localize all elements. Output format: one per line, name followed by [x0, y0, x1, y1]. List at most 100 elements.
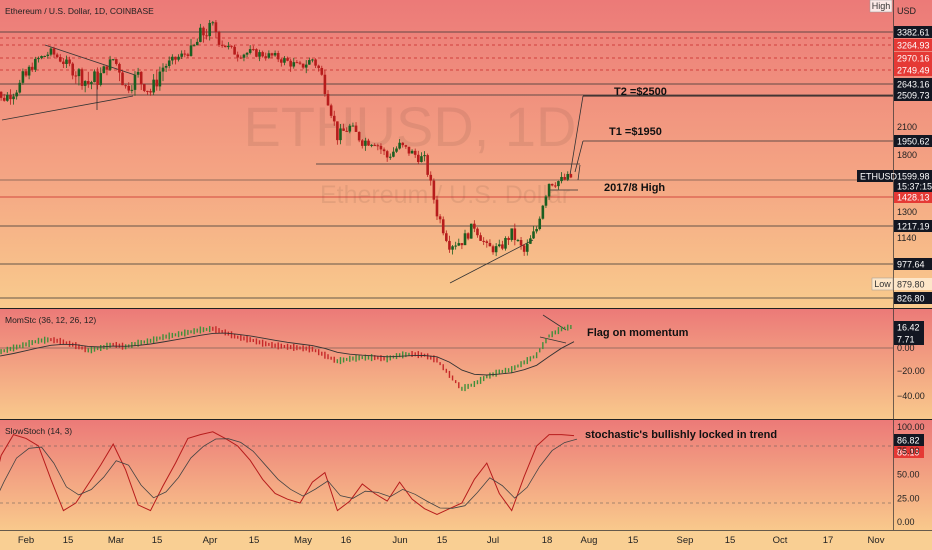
candle-body — [544, 196, 548, 206]
candle-body — [367, 140, 370, 146]
candle-body — [205, 35, 208, 37]
candle-body — [326, 93, 330, 106]
candle-body — [220, 44, 224, 46]
price-tick-label: 1140 — [897, 233, 916, 243]
candle-body — [30, 66, 34, 70]
candle-body — [186, 54, 190, 56]
candle-body — [364, 140, 367, 146]
candle-body — [93, 71, 96, 83]
candle-body — [360, 140, 364, 146]
candle-body — [102, 66, 106, 74]
x-axis-label: Apr — [203, 535, 218, 546]
level-tag-0-bg — [894, 26, 932, 38]
candle-body — [43, 55, 46, 57]
candle-body — [37, 58, 40, 60]
candle-body — [0, 91, 3, 98]
x-axis-label: 15 — [725, 535, 736, 546]
x-axis-label: Sep — [677, 535, 694, 546]
candle-body — [441, 219, 445, 234]
candle-body — [164, 65, 168, 68]
candle-body — [525, 243, 529, 252]
trend-drawings — [1, 44, 893, 344]
candle-body — [370, 144, 373, 146]
stochastic-panel-bg — [0, 420, 932, 530]
candle-body — [124, 85, 127, 87]
candle-body — [522, 245, 526, 252]
stochastic-title: SlowStoch (14, 3) — [5, 426, 72, 436]
trend-line-10 — [539, 336, 567, 344]
candle-body — [255, 49, 258, 57]
candle-body — [276, 53, 280, 60]
candle-body — [463, 233, 467, 246]
candle-body — [236, 54, 240, 58]
stoch-last-2-bg — [894, 446, 924, 458]
stoch-tick-label: 25.00 — [897, 493, 920, 503]
countdown-tag-bg — [894, 180, 932, 192]
candle-body — [24, 71, 28, 76]
stoch-last-2: 86.19 — [897, 448, 920, 458]
candle-body — [289, 60, 292, 67]
candle-body — [457, 243, 461, 246]
candle-body — [264, 56, 268, 58]
candle-body — [563, 176, 566, 180]
candle-body — [245, 52, 249, 55]
candle-body — [195, 41, 199, 46]
x-axis-label: 15 — [152, 535, 163, 546]
candle-body — [513, 228, 517, 241]
level-tag-8-bg — [894, 220, 932, 232]
candle-body — [336, 121, 339, 141]
candle-body — [342, 128, 345, 131]
candle-body — [239, 57, 243, 59]
candle-body — [560, 176, 563, 182]
candle-body — [143, 84, 146, 91]
momentum-panel-bg — [0, 309, 932, 419]
level-tag-2: 2970.16 — [897, 54, 930, 64]
candle-body — [270, 53, 274, 56]
candle-body — [149, 91, 152, 93]
candle-body — [12, 96, 15, 100]
price-candles — [0, 20, 573, 257]
x-axis-label: Mar — [108, 535, 124, 546]
candle-body — [535, 229, 538, 232]
candle-body — [395, 148, 398, 152]
candle-body — [510, 228, 514, 240]
candle-body — [476, 228, 479, 236]
x-axis-label: 18 — [542, 535, 553, 546]
candle-body — [118, 63, 121, 73]
candle-body — [445, 233, 448, 241]
watermark-name: Ethereum / U.S. Dollar — [320, 181, 570, 209]
candle-body — [21, 71, 25, 83]
high-badge: High — [869, 0, 893, 13]
last-price-tag: 1599.98 — [897, 172, 930, 182]
y-axis-labels: 2100 1800 1300 1140 0.00 −20.00 −40.00 100.00 75… — [897, 122, 925, 527]
candle-body — [261, 52, 264, 57]
level-tag-7-bg — [894, 191, 932, 203]
candle-body — [550, 183, 554, 186]
momentum-last-1: 16.42 — [897, 323, 920, 333]
candle-body — [385, 151, 389, 158]
stoch-k-line — [0, 431, 575, 515]
candle-body — [501, 244, 504, 249]
level-tag-5-bg — [894, 89, 932, 101]
momentum-series — [0, 324, 893, 392]
candle-body — [189, 45, 193, 56]
candle-body — [382, 149, 386, 152]
candle-body — [111, 59, 115, 61]
candle-body — [469, 223, 473, 239]
candle-body — [311, 59, 314, 61]
candle-body — [139, 71, 143, 85]
candle-body — [62, 61, 65, 64]
candle-body — [566, 174, 570, 180]
candle-body — [454, 245, 457, 247]
x-axis-label: Aug — [581, 535, 598, 546]
trend-line-8 — [577, 164, 581, 181]
candle-body — [301, 63, 305, 68]
candle-body — [317, 65, 320, 68]
candle-body — [133, 74, 137, 90]
candle-body — [488, 242, 492, 247]
level-tag-6-bg — [894, 135, 932, 147]
candle-body — [292, 62, 296, 67]
currency-label: USD — [897, 6, 917, 16]
candle-body — [538, 218, 542, 230]
